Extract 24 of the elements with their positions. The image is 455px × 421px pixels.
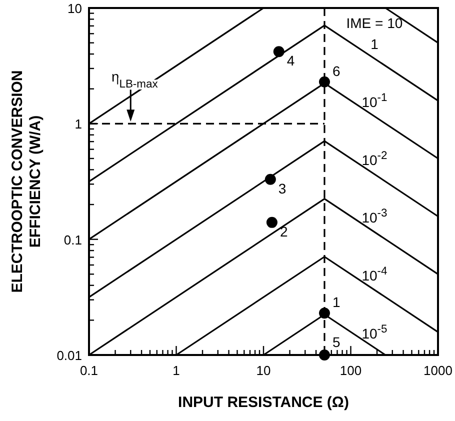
series-label: 10$^{-1}$ — [362, 92, 388, 110]
annotation: 1 — [332, 294, 340, 310]
x-tick-label: 10 — [256, 363, 271, 378]
y-tick-label: 0.1 — [64, 232, 82, 248]
y-axis-title: ELECTROOPTIC CONVERSION EFFICIENCY (W/A) — [9, 70, 44, 293]
annotation: 3 — [278, 180, 286, 196]
annotation: 2 — [280, 223, 288, 240]
series-label: IME = 10 — [346, 15, 403, 31]
series-label: 10$^{-2}$ — [362, 150, 388, 168]
annotation: 6 — [332, 62, 340, 79]
y-tick-label: 10 — [68, 1, 82, 16]
x-tick-label: 1000 — [424, 363, 452, 378]
x-axis-title: INPUT RESISTANCE (Ω) — [178, 394, 349, 411]
y-tick-label: 1 — [74, 116, 82, 132]
annotation: 4 — [286, 52, 295, 69]
series-label: 1 — [370, 36, 379, 52]
x-tick-label: 100 — [340, 363, 362, 378]
series-label: 10$^{-3}$ — [362, 208, 388, 226]
series-label: 10$^{-4}$ — [362, 266, 388, 284]
series-label: 10$^{-5}$ — [362, 323, 388, 342]
x-tick-label: 0.1 — [80, 363, 98, 378]
y-tick-label: 0.01 — [56, 348, 82, 363]
annotation: 5 — [332, 334, 340, 350]
x-tick-label: 1 — [172, 363, 180, 378]
